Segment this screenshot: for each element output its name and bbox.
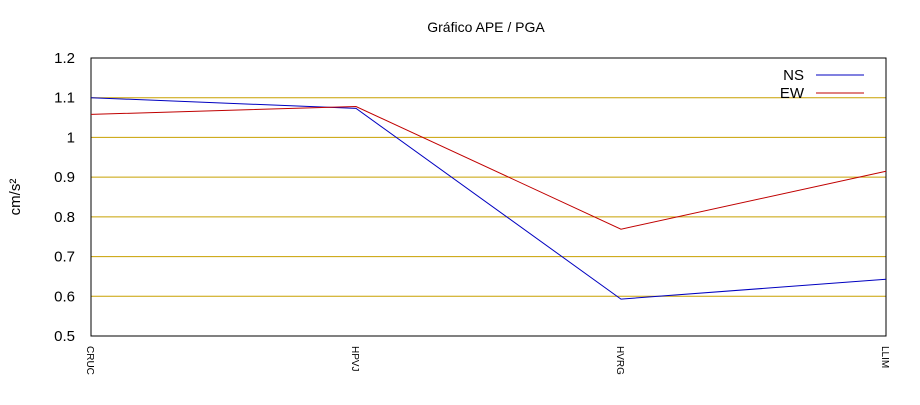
- x-tick-label: LLIM: [879, 346, 890, 368]
- y-tick-label: 0.5: [54, 328, 75, 345]
- y-tick-label: 0.8: [54, 209, 75, 226]
- x-tick-label: HPVJ: [349, 346, 360, 372]
- series-line-ns: [90, 97, 887, 300]
- y-tick-label: 0.7: [54, 249, 75, 266]
- legend-label-ns: NS: [783, 67, 804, 84]
- series-line-ew: [90, 105, 887, 230]
- legend-label-ew: EW: [780, 85, 805, 102]
- y-tick-label: 1.2: [54, 50, 75, 67]
- axes: 0.5 0.6 0.7 0.8 0.9 1 1.1 1.2 CRUC HPVJ HVRG LLIM: [54, 50, 890, 375]
- y-axis-label: cm/s²: [7, 179, 24, 216]
- y-tick-label: 0.6: [54, 288, 75, 305]
- grid-lines: [91, 97, 886, 297]
- y-tick-label: 1.1: [54, 90, 75, 107]
- chart-title: Gráfico APE / PGA: [427, 19, 545, 35]
- y-tick-label: 0.9: [54, 169, 75, 186]
- series-lines: [90, 97, 887, 300]
- x-tick-label: HVRG: [614, 346, 625, 375]
- plot-frame: [90, 57, 887, 337]
- y-tick-label: 1: [67, 129, 75, 146]
- x-tick-label: CRUC: [84, 346, 95, 375]
